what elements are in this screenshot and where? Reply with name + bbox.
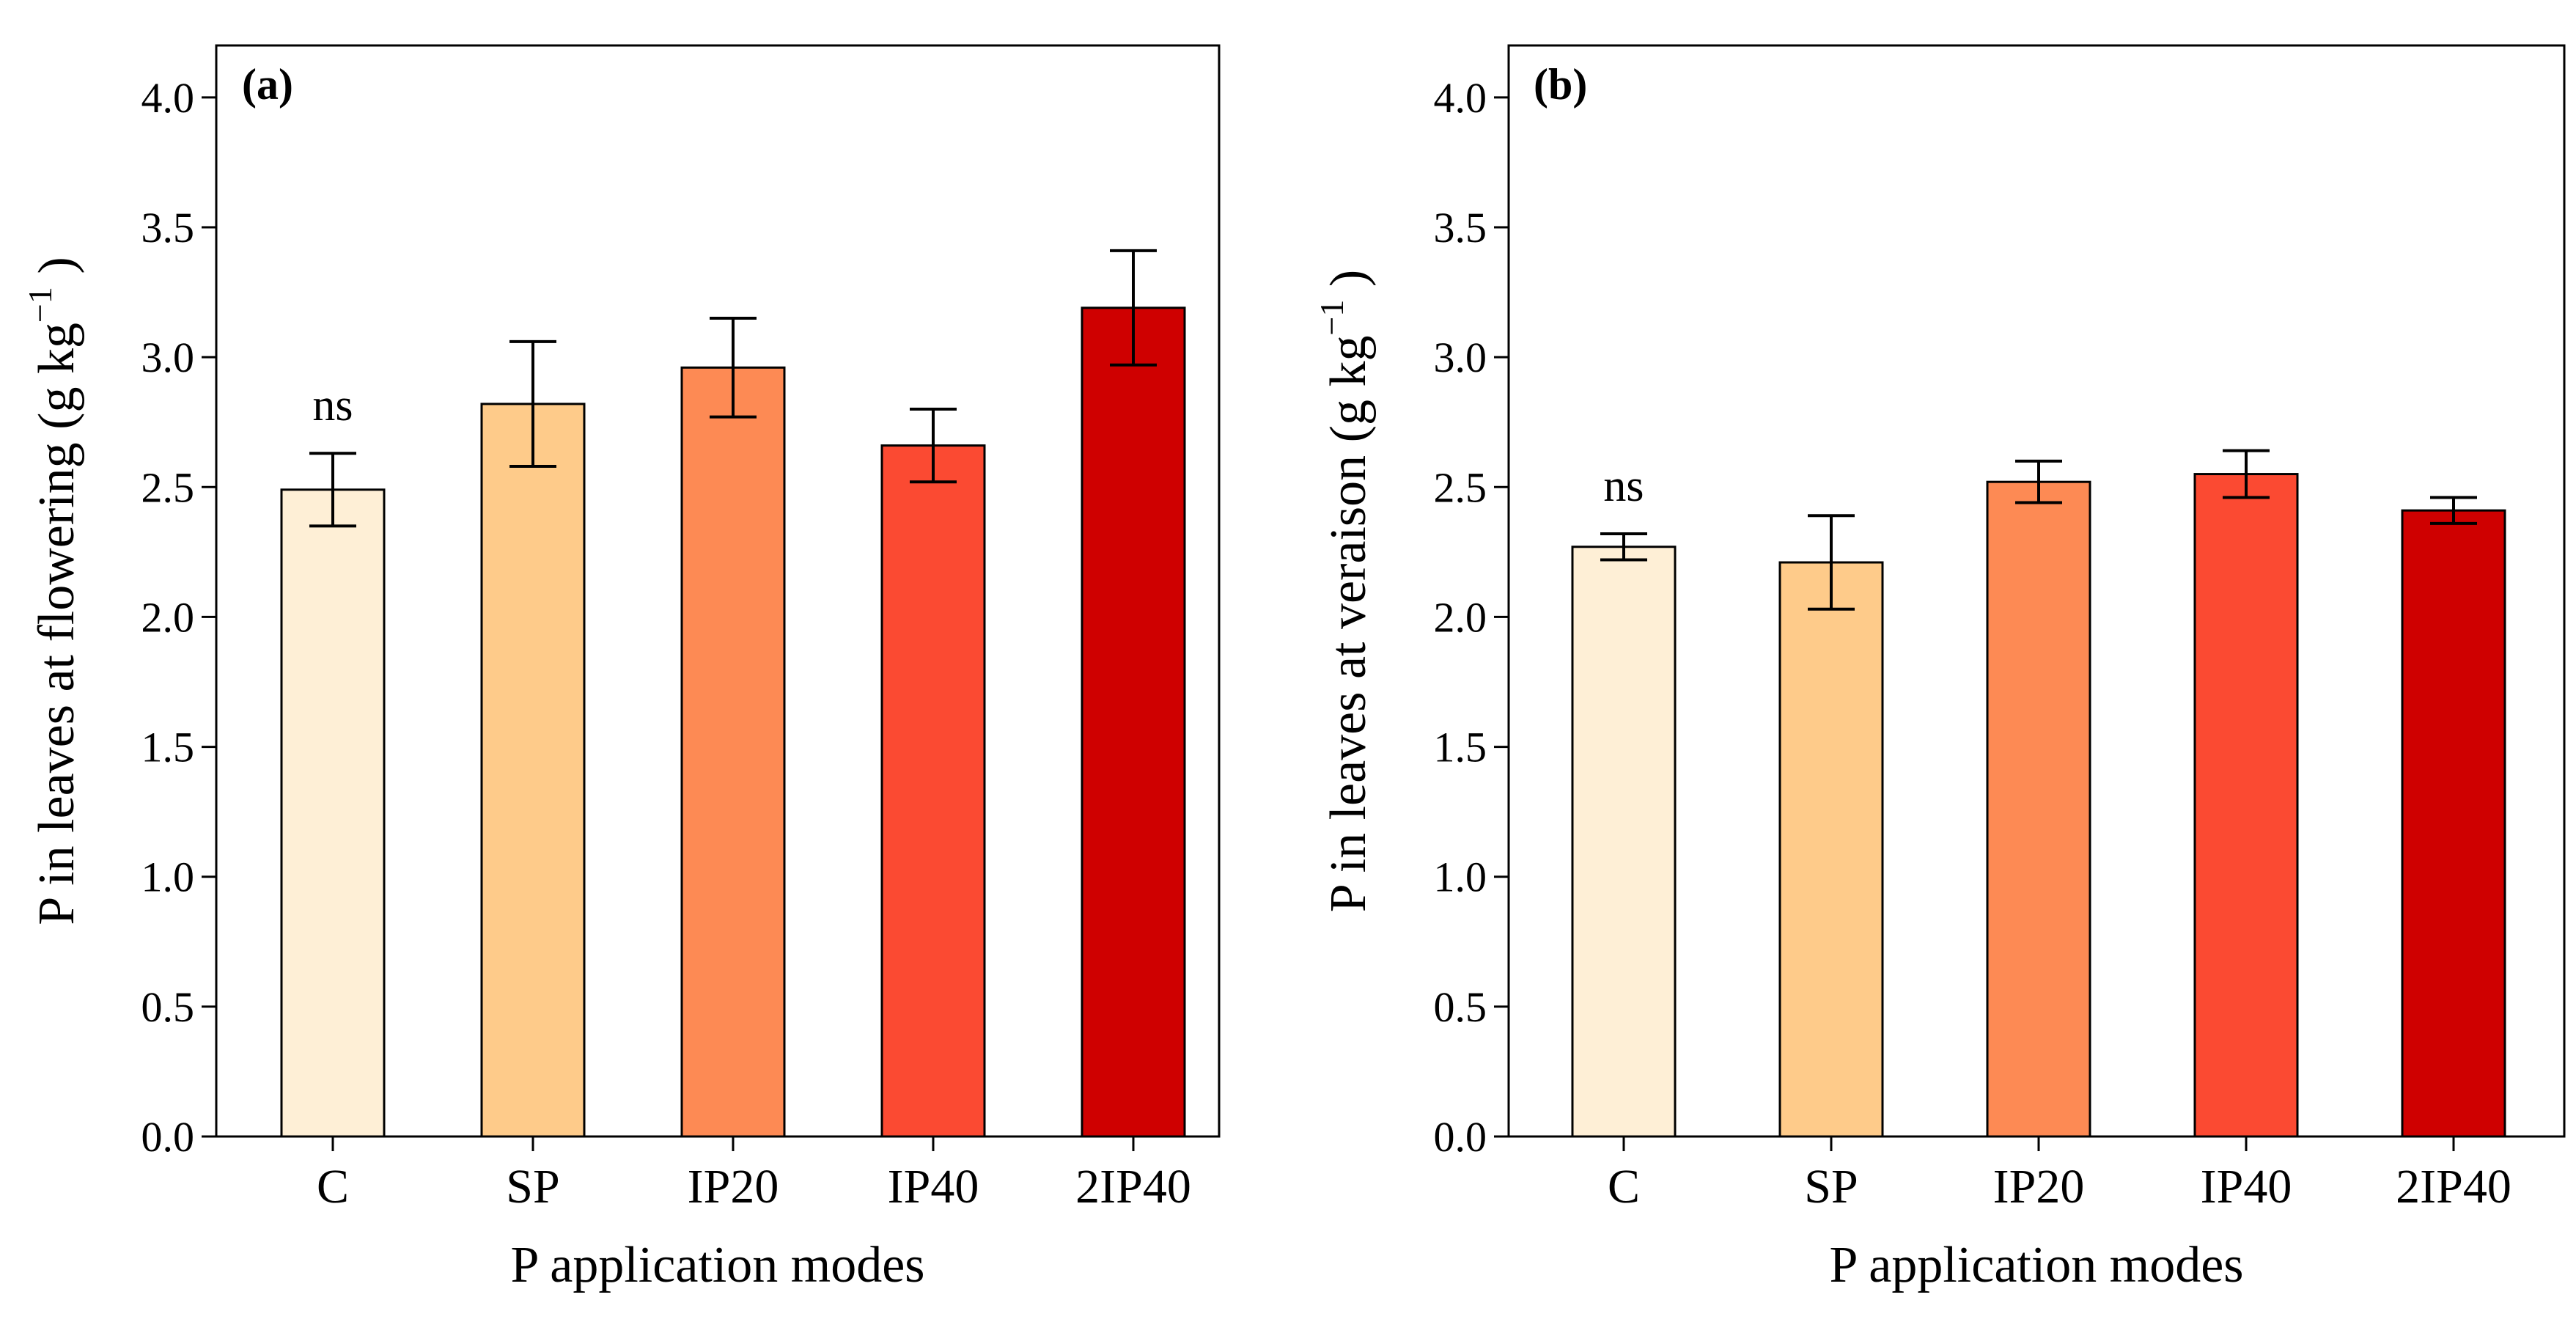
panel-a-bar-SP (480, 403, 586, 1138)
panel-a-xtick-label-2IP40: 2IP40 (1075, 1160, 1191, 1213)
panel-b-bar-IP20 (1986, 480, 2091, 1138)
panel-b-ytick-label-2: 1.0 (1434, 853, 1487, 901)
panel-b-xtick-label-2IP40: 2IP40 (2396, 1160, 2511, 1213)
panel-b-bar-SP (1778, 561, 1884, 1138)
panel-b-xtick-label-SP: SP (1804, 1160, 1858, 1213)
panel-a-ytick-label-0: 0.0 (141, 1113, 195, 1161)
panel-a-annotation-0: ns (312, 381, 353, 430)
panel-a-ylabel: P in leaves at flowering (g kg−1 ) (21, 257, 85, 925)
panel-b-xtick-label-IP20: IP20 (1993, 1160, 2085, 1213)
panel-a-ytick-label-3: 1.5 (141, 724, 195, 771)
panel-a-bar-2IP40 (1081, 306, 1186, 1138)
panel-a-ytick-label-8: 4.0 (141, 74, 195, 122)
panel-a: (a) P application modes P in leaves at f… (21, 44, 1221, 1293)
panel-a-xtick-label-IP40: IP40 (888, 1160, 979, 1213)
panel-a-ylabel-close: ) (29, 257, 85, 287)
panel-a-tag: (a) (242, 60, 293, 109)
panel-b-bar-C (1571, 546, 1677, 1138)
panel-b-ytick-label-4: 2.0 (1434, 593, 1487, 641)
panel-b-ytick-label-8: 4.0 (1434, 74, 1487, 122)
panel-b-plot: 0.0 0.5 1.0 1.5 2.0 2.5 3.0 3.5 4.0 C SP IP20 IP40 2I… (1434, 74, 2511, 1213)
panel-a-bar-IP20 (680, 366, 786, 1138)
panel-b-ytick-label-5: 2.5 (1434, 463, 1487, 511)
panel-a-ytick-label-6: 3.0 (141, 334, 195, 381)
panel-a-ytick-label-5: 2.5 (141, 463, 195, 511)
panel-b-xlabel: P application modes (1829, 1237, 2243, 1293)
panel-b-ylabel-sup: −1 (1313, 300, 1350, 336)
panel-b-ylabel-close: ) (1320, 270, 1377, 300)
panel-b-ylabel-main: P in leaves at veraison (g kg (1320, 336, 1377, 913)
panel-b-ytick-label-1: 0.5 (1434, 983, 1487, 1031)
panel-b-ytick-label-6: 3.0 (1434, 334, 1487, 381)
panel-b: (b) P application modes P in leaves at v… (1313, 44, 2566, 1293)
panel-a-ytick-label-7: 3.5 (141, 204, 195, 251)
panel-a-ytick-label-4: 2.0 (141, 593, 195, 641)
panel-a-xtick-label-C: C (317, 1160, 349, 1213)
panel-a-bar-IP40 (880, 444, 986, 1138)
panel-b-bar-2IP40 (2401, 509, 2506, 1138)
panel-a-xtick-label-SP: SP (506, 1160, 559, 1213)
panel-b-xtick-label-IP40: IP40 (2201, 1160, 2292, 1213)
panel-a-bar-C (280, 488, 386, 1138)
panel-b-annotation-0: ns (1603, 461, 1644, 511)
panel-a-plot: 0.0 0.5 1.0 1.5 2.0 2.5 3.0 3.5 4.0 C SP IP20 IP40 2I… (141, 74, 1191, 1213)
panel-b-bar-IP40 (2193, 473, 2299, 1138)
panel-b-ytick-label-3: 1.5 (1434, 724, 1487, 771)
panel-a-ylabel-main: P in leaves at flowering (g kg (29, 323, 85, 925)
panel-b-tag: (b) (1534, 60, 1587, 109)
panel-a-xtick-label-IP20: IP20 (688, 1160, 779, 1213)
panel-a-xlabel: P application modes (510, 1237, 924, 1293)
panel-a-ytick-label-1: 0.5 (141, 983, 195, 1031)
panel-a-ylabel-sup: −1 (21, 287, 59, 323)
panel-b-ytick-label-0: 0.0 (1434, 1113, 1487, 1161)
panel-b-xtick-label-C: C (1608, 1160, 1640, 1213)
panel-b-ylabel: P in leaves at veraison (g kg−1 ) (1313, 270, 1377, 912)
panel-b-ytick-label-7: 3.5 (1434, 204, 1487, 251)
panel-a-ytick-label-2: 1.0 (141, 853, 195, 901)
